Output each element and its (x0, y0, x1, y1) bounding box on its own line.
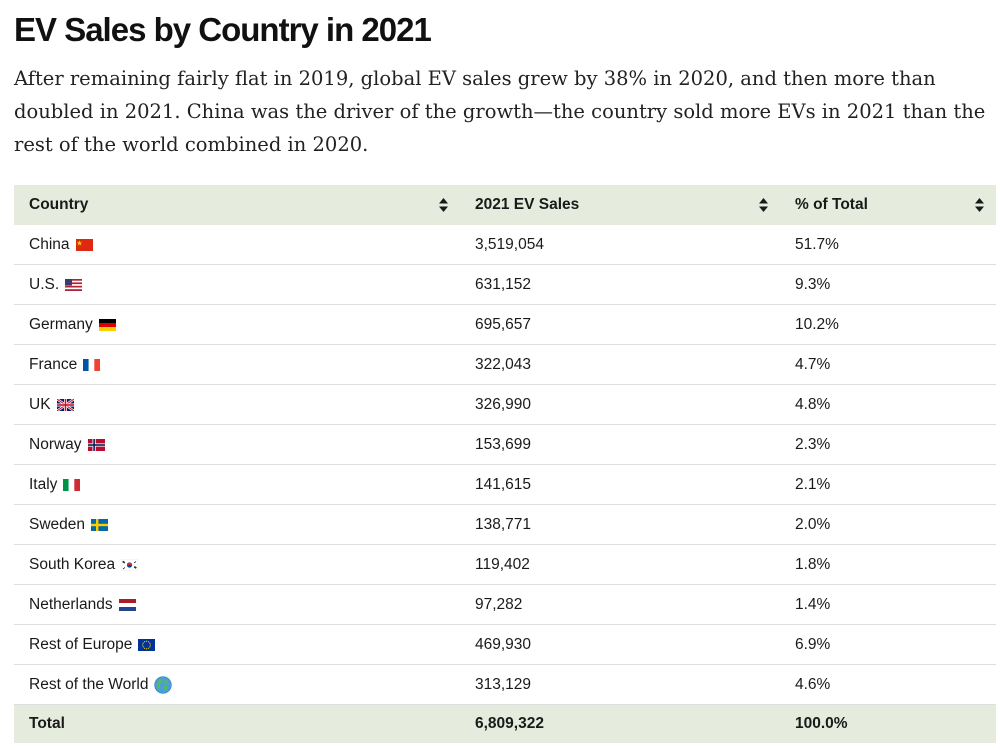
country-name: Italy (29, 475, 58, 493)
sales-cell: 141,615 (475, 475, 532, 493)
percent-cell: 10.2% (795, 315, 839, 333)
table-row: Germany 695,657 10.2% (14, 305, 996, 345)
eu-flag-icon (138, 638, 156, 651)
sort-icon[interactable] (758, 198, 768, 212)
table-row: Norway 153,699 2.3% (14, 425, 996, 465)
sales-cell: 97,282 (475, 595, 523, 613)
sales-cell: 695,657 (475, 315, 532, 333)
uk-flag-icon (56, 398, 74, 411)
sales-cell: 138,771 (475, 515, 532, 533)
country-cell: Italy (14, 465, 460, 504)
table-row: South Korea 119,402 1.8% (14, 545, 996, 585)
sales-cell: 153,699 (475, 435, 532, 453)
country-name: China (29, 235, 70, 253)
sales-cell: 322,043 (475, 355, 532, 373)
country-cell: Netherlands (14, 585, 460, 624)
ev-sales-table: Country 2021 EV Sales % of Total China 3… (14, 185, 996, 743)
column-header-sales[interactable]: 2021 EV Sales (460, 185, 780, 225)
country-cell: China (14, 225, 460, 264)
percent-cell: 2.0% (795, 515, 831, 533)
percent-cell: 2.3% (795, 435, 831, 453)
country-cell: Rest of Europe (14, 625, 460, 664)
total-label: Total (29, 715, 65, 732)
country-name: France (29, 355, 78, 373)
italy-flag-icon (63, 478, 81, 491)
country-cell: South Korea (14, 545, 460, 584)
china-flag-icon (75, 238, 93, 251)
country-name: South Korea (29, 555, 116, 573)
country-name: Sweden (29, 515, 86, 533)
total-percent: 100.0% (795, 715, 848, 732)
column-header-label: 2021 EV Sales (475, 196, 580, 213)
table-row: Rest of the World 313,129 4.6% (14, 665, 996, 705)
percent-cell: 4.7% (795, 355, 831, 373)
sort-icon[interactable] (438, 198, 448, 212)
column-header-country[interactable]: Country (14, 185, 460, 225)
table-row: Rest of Europe 469,930 6.9% (14, 625, 996, 665)
percent-cell: 6.9% (795, 635, 831, 653)
table-row: Italy 141,615 2.1% (14, 465, 996, 505)
sales-cell: 313,129 (475, 675, 532, 693)
percent-cell: 9.3% (795, 275, 831, 293)
sales-cell: 631,152 (475, 275, 532, 293)
table-row: France 322,043 4.7% (14, 345, 996, 385)
sweden-flag-icon (91, 518, 109, 531)
table-body: China 3,519,054 51.7% U.S. 631,152 9.3% … (14, 225, 996, 705)
country-name: Norway (29, 435, 82, 453)
country-cell: UK (14, 385, 460, 424)
norway-flag-icon (87, 438, 105, 451)
percent-cell: 1.4% (795, 595, 831, 613)
country-cell: U.S. (14, 265, 460, 304)
country-name: Netherlands (29, 595, 113, 613)
page-title: EV Sales by Country in 2021 (14, 11, 432, 48)
globe-icon (154, 675, 173, 694)
sales-cell: 326,990 (475, 395, 532, 413)
netherlands-flag-icon (118, 598, 136, 611)
france-flag-icon (83, 358, 101, 371)
country-name: Rest of the World (29, 675, 149, 693)
country-name: UK (29, 395, 51, 413)
country-name: Rest of Europe (29, 635, 133, 653)
percent-cell: 4.8% (795, 395, 831, 413)
germany-flag-icon (98, 318, 116, 331)
country-cell: Sweden (14, 505, 460, 544)
table-row: UK 326,990 4.8% (14, 385, 996, 425)
country-cell: Norway (14, 425, 460, 464)
table-row: Netherlands 97,282 1.4% (14, 585, 996, 625)
sales-cell: 3,519,054 (475, 235, 544, 253)
south-korea-flag-icon (121, 558, 139, 571)
sort-icon[interactable] (974, 198, 984, 212)
table-row: China 3,519,054 51.7% (14, 225, 996, 265)
column-header-label: Country (29, 196, 89, 213)
country-name: Germany (29, 315, 93, 333)
country-cell: Rest of the World (14, 665, 460, 704)
percent-cell: 1.8% (795, 555, 831, 573)
table-total-row: Total 6,809,322 100.0% (14, 705, 996, 743)
percent-cell: 4.6% (795, 675, 831, 693)
total-sales: 6,809,322 (475, 715, 544, 732)
column-header-label: % of Total (795, 196, 868, 213)
sales-cell: 469,930 (475, 635, 532, 653)
column-header-percent[interactable]: % of Total (780, 185, 996, 225)
country-name: U.S. (29, 275, 60, 293)
table-row: Sweden 138,771 2.0% (14, 505, 996, 545)
percent-cell: 2.1% (795, 475, 831, 493)
country-cell: Germany (14, 305, 460, 344)
us-flag-icon (65, 278, 83, 291)
table-row: U.S. 631,152 9.3% (14, 265, 996, 305)
country-cell: France (14, 345, 460, 384)
intro-paragraph: After remaining fairly flat in 2019, glo… (14, 67, 986, 156)
table-header: Country 2021 EV Sales % of Total (14, 185, 996, 225)
percent-cell: 51.7% (795, 235, 839, 253)
sales-cell: 119,402 (475, 555, 530, 573)
